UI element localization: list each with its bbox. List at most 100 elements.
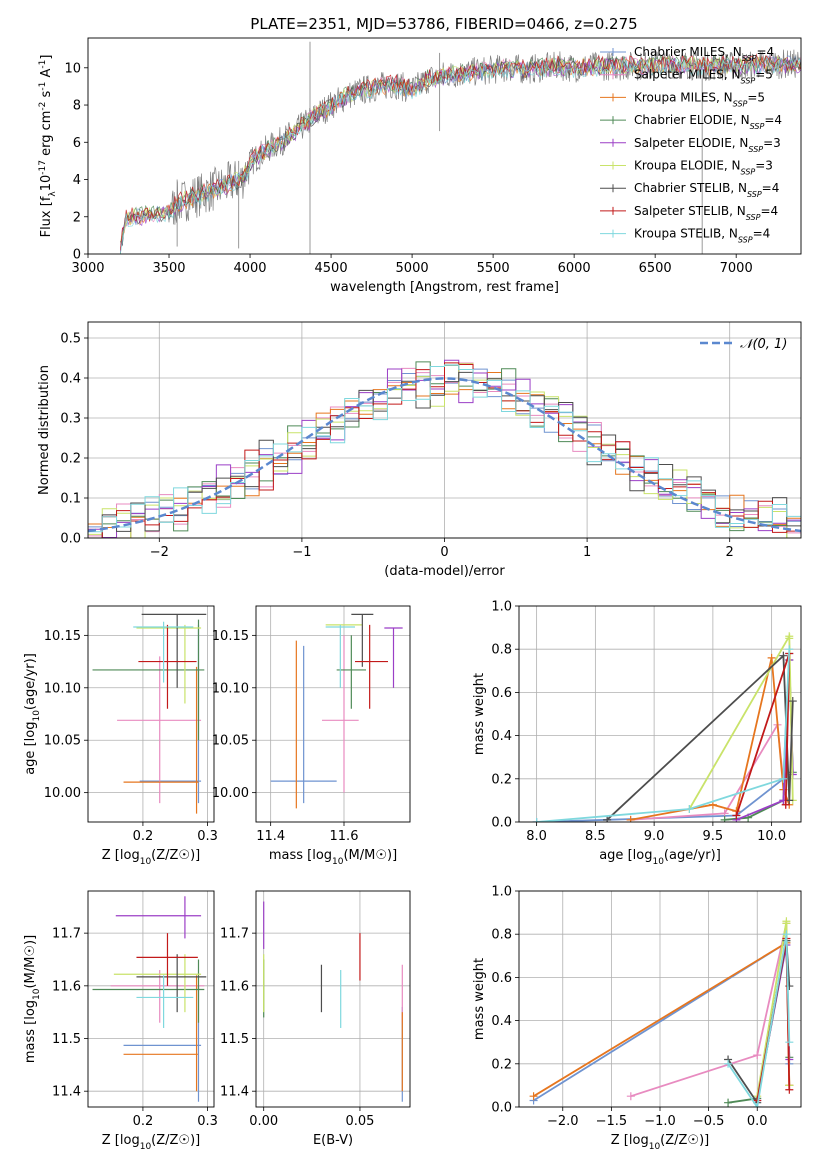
massweight-marker	[626, 815, 635, 822]
legend-entry: Kroupa ELODIE, NSSP=3	[634, 159, 773, 177]
legend-entry: Kroupa STELIB, NSSP=4	[634, 227, 770, 245]
x-tick-label: 2	[726, 545, 734, 560]
x-axis-label: Z [log10(Z/Z☉)]	[102, 848, 200, 867]
residuals-panel: −2 −1 0 1 2 0.0 0.1 0.2 0.3 0.4 0.5 (data-model)/er…	[37, 321, 802, 579]
y-tick-label: 2	[73, 210, 81, 225]
y-tick-label: 0.4	[60, 372, 81, 387]
x-tick-label: 0.3	[197, 829, 218, 844]
legend-entry: Kroupa MILES, NSSP=5	[634, 90, 765, 108]
x-tick-label: 0.00	[249, 1114, 278, 1129]
y-tick-label: 11.5	[220, 1032, 249, 1047]
y-tick-label: 10	[64, 61, 81, 76]
y-axis-label: mass weight	[472, 958, 487, 1040]
x-tick-label: 7000	[720, 261, 753, 276]
model-fit-line	[120, 55, 801, 243]
y-tick-label: 0.2	[60, 452, 81, 467]
y-tick-label: 10.15	[212, 629, 249, 644]
y-tick-label: 6	[73, 136, 81, 151]
x-tick-label: 10.0	[757, 829, 786, 844]
axes-frame	[518, 605, 802, 823]
massweight-marker	[753, 1103, 762, 1107]
legend-entry: Chabrier MILES, NSSP=4	[634, 45, 774, 63]
legend-entry: Chabrier STELIB, NSSP=4	[634, 181, 779, 199]
x-axis-label: Z [log10(Z/Z☉)]	[102, 1133, 200, 1152]
x-tick-label: 8.0	[526, 829, 547, 844]
y-tick-label: 11.7	[220, 927, 249, 942]
plot-area	[532, 632, 797, 822]
plot-area	[120, 41, 801, 254]
histogram-step	[88, 362, 801, 538]
x-tick-label: 11.4	[256, 829, 285, 844]
x-tick-label: 9.5	[703, 829, 724, 844]
model-fit-line	[120, 56, 801, 252]
axes-frame	[87, 605, 215, 823]
massweight-marker	[781, 800, 790, 809]
massweight-marker	[626, 1092, 635, 1101]
y-tick-label: 11.6	[220, 979, 249, 994]
y-tick-label: 10.10	[212, 681, 249, 696]
y-tick-label: 0.2	[491, 1057, 512, 1072]
massweight-vs-metallicity-panel: −2.0 −1.5 −1.0 −0.5 0.0 0.0 0.2 0.4 0.6 0.8 1.0 Z […	[472, 885, 802, 1152]
y-tick-label: 0.0	[491, 1101, 512, 1116]
age-vs-mass-panel: 11.4 11.6 10.00 10.05 10.10 10.15 mass [log10(…	[212, 605, 411, 867]
y-tick-label: 0.1	[60, 492, 81, 507]
x-tick-label: −2	[150, 545, 169, 560]
plot-area	[92, 613, 207, 814]
x-tick-label: 4000	[233, 261, 266, 276]
mass-vs-reddening-panel: 0.00 0.05 11.4 11.5 11.6 11.7 E(B-V)	[220, 890, 411, 1148]
massweight-line	[688, 632, 794, 810]
massweight-marker	[529, 1092, 538, 1101]
x-tick-label: 6000	[558, 261, 591, 276]
x-tick-label: 0.2	[133, 1114, 154, 1129]
x-tick-label: −1	[292, 545, 311, 560]
massweight-marker	[720, 815, 729, 822]
y-tick-label: 4	[73, 173, 81, 188]
y-tick-label: 0.4	[491, 729, 512, 744]
axes-frame	[518, 890, 802, 1108]
x-tick-label: −0.5	[693, 1114, 725, 1129]
massweight-marker	[785, 1038, 794, 1047]
x-axis-label: mass [log10(M/M☉)]	[269, 848, 397, 867]
mass-vs-metallicity-panel: 0.2 0.3 11.4 11.5 11.6 11.7 Z [log10(Z/Z☉)] mas…	[23, 890, 218, 1152]
x-tick-label: 9.0	[644, 829, 665, 844]
massweight-marker	[603, 815, 612, 822]
legend-entry: Salpeter STELIB, NSSP=4	[634, 204, 778, 222]
x-tick-label: 0.2	[133, 829, 154, 844]
massweight-marker	[724, 1059, 733, 1068]
x-tick-label: 1	[583, 545, 591, 560]
massweight-line	[727, 934, 791, 1107]
x-axis-label: E(B-V)	[313, 1133, 353, 1148]
legend: Chabrier MILES, NSSP=4 Salpeter MILES, NS…	[600, 45, 782, 244]
massweight-marker	[753, 1051, 762, 1060]
massweight-marker	[788, 697, 797, 706]
x-axis-label: (data-model)/error	[384, 564, 505, 579]
massweight-marker	[785, 1085, 794, 1094]
y-tick-label: 11.7	[52, 927, 81, 942]
y-tick-label: 11.6	[52, 979, 81, 994]
y-axis-label: Normed distribution	[37, 365, 52, 495]
y-axis-label: age [log10(age/yr)]	[23, 653, 42, 775]
legend-entry: Salpeter ELODIE, NSSP=3	[634, 136, 781, 154]
x-tick-label: −2.0	[547, 1114, 579, 1129]
massweight-vs-age-panel: 8.0 8.5 9.0 9.5 10.0 0.0 0.2 0.4 0.6 0.8 1.0 age [l…	[472, 600, 802, 867]
histogram-step	[88, 363, 801, 538]
y-tick-label: 11.4	[52, 1085, 81, 1100]
y-axis-label: mass [log10(M/M☉)]	[23, 935, 42, 1063]
y-tick-label: 0.0	[491, 816, 512, 831]
y-tick-label: 0.8	[491, 643, 512, 658]
y-tick-label: 1.0	[491, 885, 512, 900]
massweight-marker	[779, 774, 788, 783]
legend-entry: Chabrier ELODIE, NSSP=4	[634, 113, 782, 131]
x-tick-label: 5500	[477, 261, 510, 276]
y-tick-label: 0.4	[491, 1014, 512, 1029]
spectrum-panel: 3000 3500 4000 4500 5000 5500 6000 6500 7000 0 2 4 6…	[38, 37, 802, 295]
y-tick-label: 10.00	[44, 786, 81, 801]
y-tick-label: 11.5	[52, 1032, 81, 1047]
y-tick-label: 1.0	[491, 600, 512, 615]
x-axis-label: wavelength [Angstrom, rest frame]	[330, 280, 559, 295]
y-tick-label: 10.00	[212, 786, 249, 801]
age-vs-metallicity-panel: 0.2 0.3 10.00 10.05 10.10 10.15 Z [log10(Z/Z☉)…	[23, 605, 218, 867]
massweight-marker	[732, 811, 741, 820]
